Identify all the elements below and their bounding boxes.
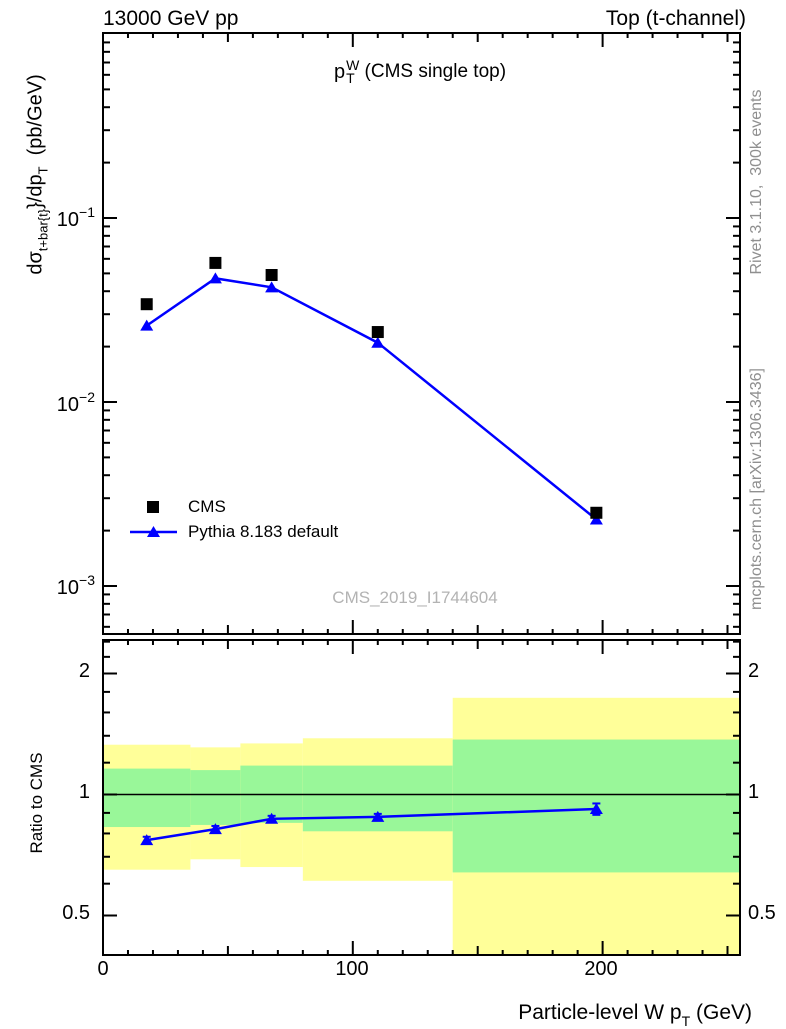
ratio-tick-left-2: 2	[78, 660, 90, 682]
plot-title-supsub: W T	[346, 57, 360, 86]
x-tick-100: 100	[335, 958, 369, 980]
plot-title-rest: (CMS single top)	[359, 61, 507, 82]
y-label-part3: (pb/GeV)	[24, 74, 47, 167]
x-label-part2: (GeV)	[690, 1001, 752, 1024]
x-tick-200: 200	[584, 958, 618, 980]
y-tick-1e-1-exponent: −1	[79, 204, 95, 220]
y-tick-1e-2-exponent: −2	[79, 389, 95, 405]
x-axis-label: Particle-level W pT (GeV)	[507, 977, 752, 1029]
plot-title-sup: W	[346, 57, 360, 73]
main-y-axis-label: dσt+bar{t}}/dpT (pb/GeV)	[2, 74, 51, 286]
y-label-part2: }/dp	[24, 174, 47, 209]
legend-label-cms: CMS	[188, 497, 226, 516]
caption-mcplots-arxiv: mcplots.cern.ch [arXiv:1306.3436]	[748, 368, 765, 610]
legend-label-pythia: Pythia 8.183 default	[188, 522, 339, 541]
plot-title: p W T (CMS single top)	[333, 57, 507, 86]
y-label-sub1: t+bar{t}	[35, 208, 51, 252]
y-tick-1e-3: 10−3	[57, 572, 95, 600]
y-tick-1e-2: 10−2	[57, 389, 95, 417]
header-beam-energy: 13000 GeV pp	[103, 7, 239, 30]
x-label-part1: Particle-level W p	[518, 1001, 682, 1024]
ratio-tick-left-0p5: 0.5	[62, 902, 90, 924]
y-label-part1: dσ	[24, 251, 47, 275]
y-tick-1e-3-exponent: −3	[79, 572, 95, 588]
y-label-sub2: T	[35, 166, 51, 175]
ratio-tick-right-1: 1	[748, 781, 760, 803]
caption-rivet-version: Rivet 3.1.10, 300k events	[748, 89, 765, 275]
ratio-tick-right-2: 2	[748, 660, 760, 682]
analysis-watermark: CMS_2019_I1744604	[332, 588, 498, 607]
x-label-sub: T	[681, 1013, 691, 1029]
y-tick-1e-3-mantissa: 10	[56, 577, 80, 599]
header-process: Top (t-channel)	[605, 7, 746, 30]
plot-title-base: p	[333, 60, 346, 83]
x-tick-0: 0	[97, 958, 109, 980]
ratio-tick-right-0p5: 0.5	[748, 902, 776, 924]
y-tick-1e-1-mantissa: 10	[56, 209, 80, 231]
plot-title-sub: T	[346, 70, 355, 86]
y-tick-1e-2-mantissa: 10	[56, 394, 80, 416]
ratio-tick-left-1: 1	[78, 781, 90, 803]
y-tick-1e-1: 10−1	[57, 204, 95, 232]
